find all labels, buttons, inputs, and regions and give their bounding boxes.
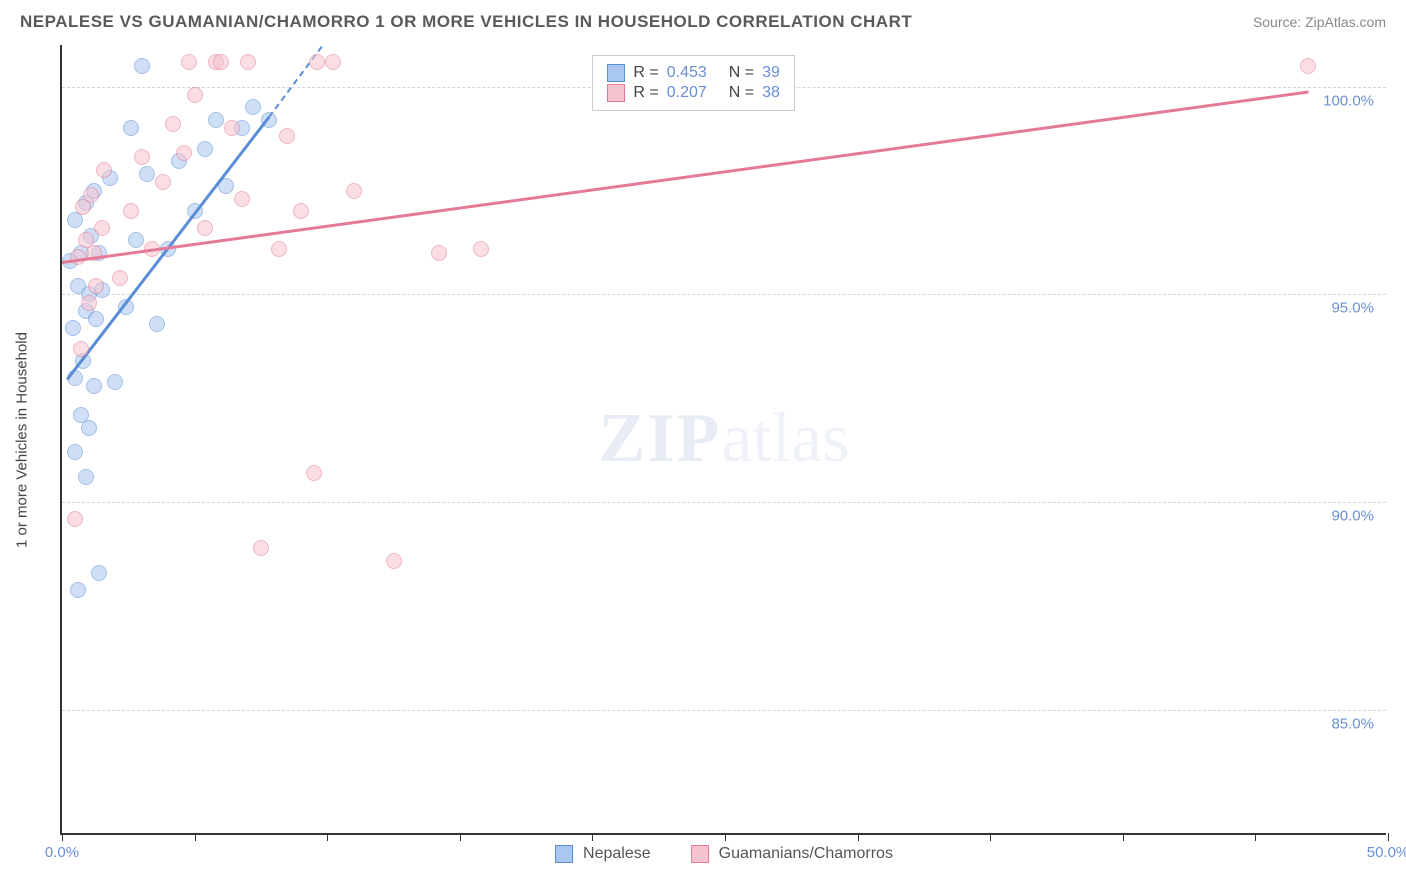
- data-point: [197, 220, 213, 236]
- data-point: [67, 511, 83, 527]
- x-tick: [1123, 833, 1124, 841]
- data-point: [386, 553, 402, 569]
- legend-item: Guamanians/Chamorros: [691, 845, 893, 863]
- x-tick: [990, 833, 991, 841]
- y-tick-label: 95.0%: [1331, 300, 1374, 317]
- y-axis-title: 1 or more Vehicles in Household: [14, 332, 31, 548]
- data-point: [149, 316, 165, 332]
- data-point: [83, 187, 99, 203]
- legend-swatch: [607, 64, 625, 82]
- data-point: [134, 58, 150, 74]
- r-value: 0.207: [667, 84, 707, 102]
- x-tick: [195, 833, 196, 841]
- x-tick: [858, 833, 859, 841]
- y-tick-label: 90.0%: [1331, 508, 1374, 525]
- x-tick: [460, 833, 461, 841]
- legend: Nepalese Guamanians/Chamorros: [555, 845, 893, 863]
- y-tick-label: 85.0%: [1331, 716, 1374, 733]
- data-point: [86, 378, 102, 394]
- source-label: Source: ZipAtlas.com: [1253, 14, 1386, 30]
- data-point: [293, 203, 309, 219]
- data-point: [88, 278, 104, 294]
- data-point: [91, 565, 107, 581]
- data-point: [279, 128, 295, 144]
- data-point: [73, 341, 89, 357]
- x-tick: [327, 833, 328, 841]
- chart-title: NEPALESE VS GUAMANIAN/CHAMORRO 1 OR MORE…: [20, 12, 912, 32]
- data-point: [94, 220, 110, 236]
- data-point: [78, 469, 94, 485]
- data-point: [253, 540, 269, 556]
- data-point: [213, 54, 229, 70]
- x-tick-label: 0.0%: [45, 844, 79, 861]
- data-point: [431, 245, 447, 261]
- gridline: [62, 294, 1386, 295]
- data-point: [271, 241, 287, 257]
- data-point: [65, 320, 81, 336]
- x-tick: [725, 833, 726, 841]
- x-tick: [592, 833, 593, 841]
- data-point: [1300, 58, 1316, 74]
- x-tick-label: 50.0%: [1367, 844, 1406, 861]
- stats-row: R = 0.453 N = 39: [607, 64, 780, 82]
- legend-swatch: [607, 84, 625, 102]
- data-point: [155, 174, 171, 190]
- data-point: [88, 311, 104, 327]
- legend-item: Nepalese: [555, 845, 651, 863]
- data-point: [346, 183, 362, 199]
- data-point: [139, 166, 155, 182]
- n-label: N =: [729, 64, 754, 82]
- data-point: [70, 582, 86, 598]
- data-point: [224, 120, 240, 136]
- n-label: N =: [729, 84, 754, 102]
- data-point: [123, 203, 139, 219]
- data-point: [81, 420, 97, 436]
- x-tick: [1388, 833, 1389, 841]
- gridline: [62, 502, 1386, 503]
- legend-swatch: [691, 845, 709, 863]
- x-tick: [62, 833, 63, 841]
- watermark: ZIPatlas: [599, 399, 850, 479]
- data-point: [181, 54, 197, 70]
- data-point: [306, 465, 322, 481]
- r-value: 0.453: [667, 64, 707, 82]
- chart-container: 1 or more Vehicles in Household ZIPatlas…: [20, 45, 1386, 835]
- data-point: [245, 99, 261, 115]
- legend-label: Guamanians/Chamorros: [719, 845, 893, 863]
- data-point: [134, 149, 150, 165]
- stats-box: R = 0.453 N = 39 R = 0.207 N = 38: [592, 55, 795, 111]
- data-point: [234, 191, 250, 207]
- x-tick: [1255, 833, 1256, 841]
- r-label: R =: [633, 64, 658, 82]
- plot-area: ZIPatlas 85.0%90.0%95.0%100.0%0.0%50.0%R…: [60, 45, 1386, 835]
- n-value: 38: [762, 84, 780, 102]
- data-point: [208, 112, 224, 128]
- r-label: R =: [633, 84, 658, 102]
- data-point: [165, 116, 181, 132]
- data-point: [112, 270, 128, 286]
- data-point: [176, 145, 192, 161]
- data-point: [96, 162, 112, 178]
- data-point: [309, 54, 325, 70]
- y-tick-label: 100.0%: [1323, 92, 1374, 109]
- legend-swatch: [555, 845, 573, 863]
- stats-row: R = 0.207 N = 38: [607, 84, 780, 102]
- legend-label: Nepalese: [583, 845, 651, 863]
- data-point: [123, 120, 139, 136]
- data-point: [197, 141, 213, 157]
- data-point: [67, 444, 83, 460]
- trend-line: [62, 91, 1309, 264]
- n-value: 39: [762, 64, 780, 82]
- data-point: [81, 295, 97, 311]
- data-point: [107, 374, 123, 390]
- data-point: [187, 87, 203, 103]
- data-point: [325, 54, 341, 70]
- gridline: [62, 710, 1386, 711]
- data-point: [240, 54, 256, 70]
- data-point: [128, 232, 144, 248]
- data-point: [473, 241, 489, 257]
